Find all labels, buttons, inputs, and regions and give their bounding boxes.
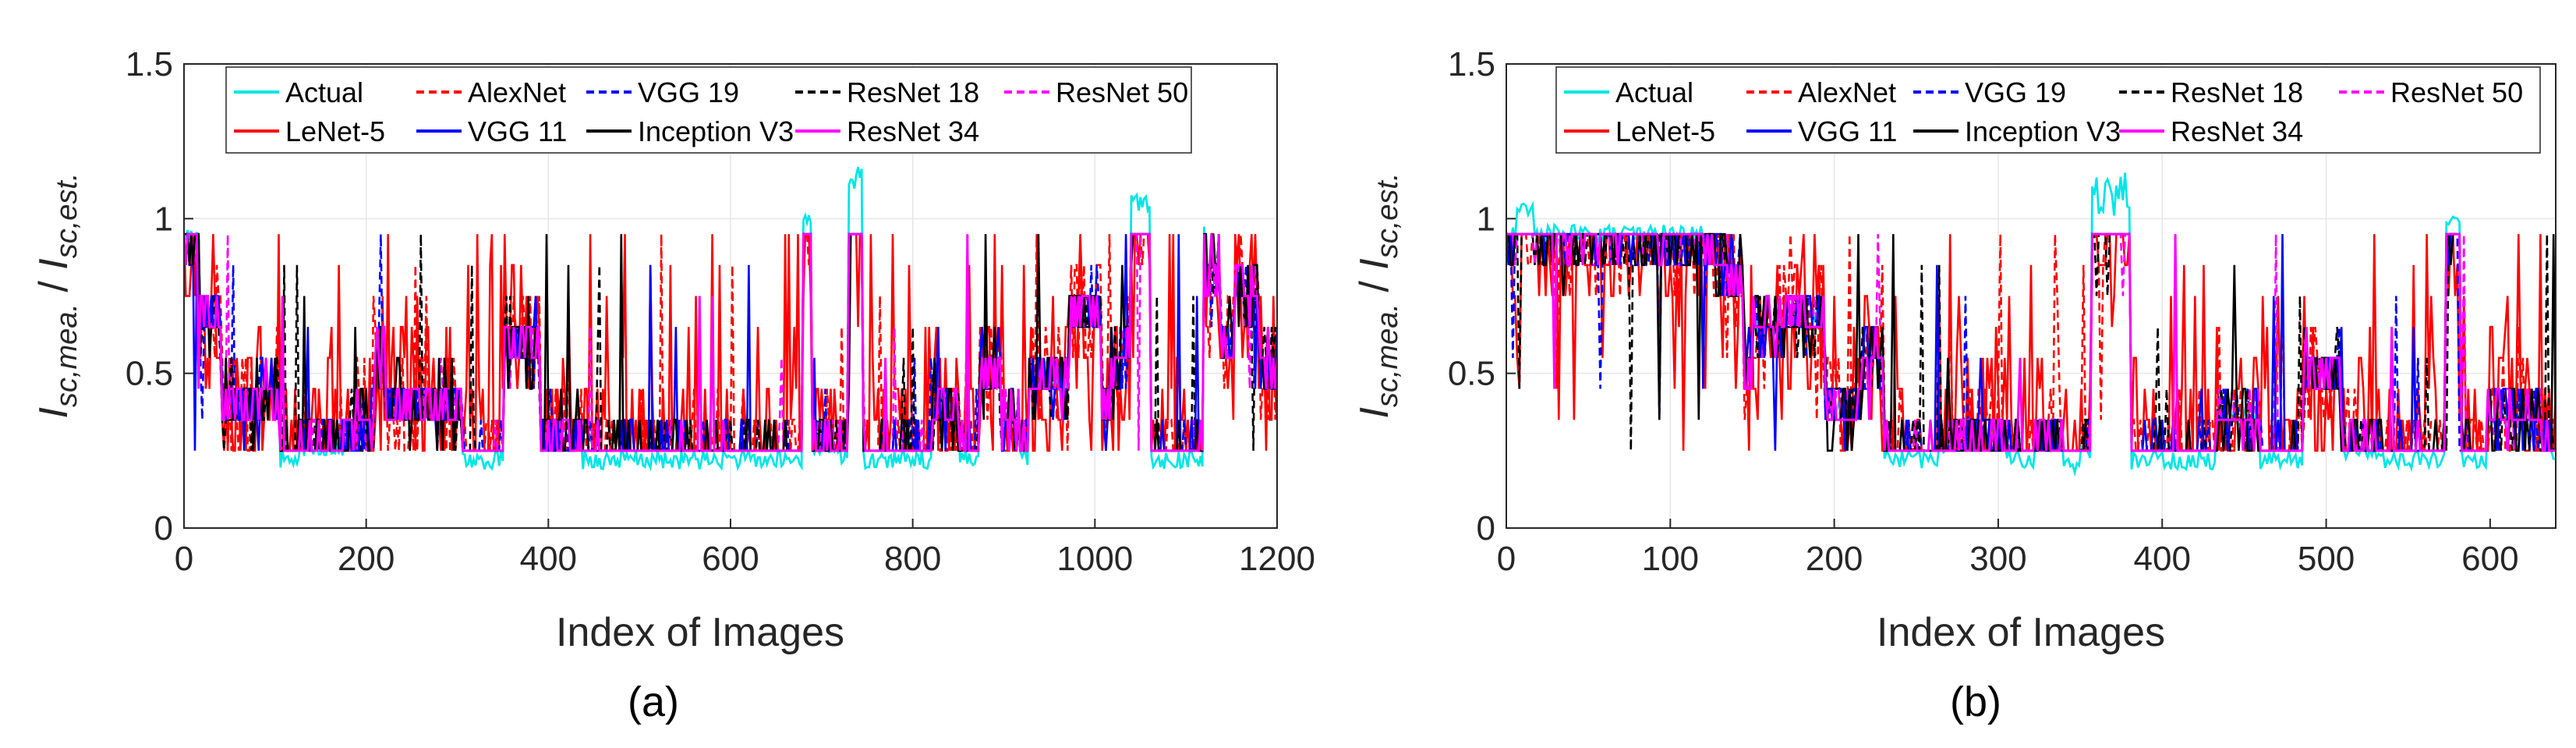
- y-tick-label: 1.5: [1448, 45, 1495, 83]
- y-label-sub2-a: sc,est.: [51, 172, 83, 258]
- chart-b: 0 100 200 300 400 500 600 0 0.5 1 1.5 Actual AlexNe…: [1352, 45, 2557, 725]
- x-tick-label: 0: [1497, 540, 1516, 578]
- x-axis-label-b: Index of Images: [1877, 610, 2165, 655]
- legend-label: Inception V3: [638, 115, 794, 147]
- legend-label: AlexNet: [468, 76, 566, 108]
- legend-label: LeNet-5: [1615, 115, 1715, 147]
- x-tick-label: 600: [2461, 540, 2518, 578]
- legend-label: Inception V3: [1965, 115, 2121, 147]
- series-line-resnet-34: [1506, 232, 2556, 452]
- legend-label: Actual: [285, 76, 363, 108]
- x-tick-label: 1200: [1239, 540, 1315, 578]
- y-tick-label: 0.5: [126, 355, 173, 393]
- y-tick-label: 0.5: [1448, 355, 1495, 393]
- legend-label: ResNet 18: [847, 76, 979, 108]
- y-label-main2-b: I: [1352, 258, 1397, 269]
- y-tick-label: 0: [1477, 509, 1495, 548]
- series-group-a: [184, 166, 1277, 472]
- y-label-main-a: I: [31, 407, 76, 418]
- caption-a: (a): [628, 679, 679, 725]
- legend-label: VGG 11: [1798, 115, 1897, 147]
- y-label-main2-a: I: [31, 258, 76, 269]
- y-label-main-b: I: [1352, 407, 1397, 418]
- x-tick-label: 400: [520, 540, 577, 578]
- x-axis-label-a: Index of Images: [556, 610, 844, 655]
- legend-label: ResNet 50: [2390, 76, 2523, 108]
- axes-box-b: [1506, 63, 2557, 529]
- y-axis-label-a: Isc,mea. / Isc,est.: [31, 172, 83, 418]
- legend-label: VGG 19: [638, 76, 739, 108]
- ticks-a: 0 200 400 600 800 1000 1200 0 0.5 1 1.5: [126, 45, 1315, 578]
- y-label-sub2-b: sc,est.: [1371, 172, 1404, 258]
- x-tick-label: 1000: [1056, 540, 1133, 578]
- legend-label: VGG 11: [468, 115, 567, 147]
- x-tick-label: 600: [702, 540, 759, 578]
- y-tick-label: 1: [1477, 200, 1495, 238]
- legend-label: Actual: [1615, 76, 1693, 108]
- y-tick-label: 1: [154, 200, 173, 238]
- legend-label: ResNet 34: [847, 115, 979, 147]
- x-tick-label: 200: [1806, 540, 1863, 578]
- chart-a: 0 200 400 600 800 1000 1200 0 0.5 1 1.5 Actual Alex…: [31, 45, 1315, 725]
- x-tick-label: 500: [2298, 540, 2355, 578]
- x-tick-label: 300: [1969, 540, 2026, 578]
- legend-label: LeNet-5: [285, 115, 385, 147]
- y-label-sep-a: /: [31, 270, 76, 303]
- y-label-sub1-b: sc,mea.: [1371, 303, 1404, 407]
- y-label-sep-b: /: [1352, 270, 1397, 303]
- legend-label: ResNet 18: [2171, 76, 2303, 108]
- x-tick-label: 800: [884, 540, 941, 578]
- x-tick-label: 0: [175, 540, 193, 578]
- x-tick-label: 200: [338, 540, 395, 578]
- legend-label: VGG 19: [1965, 76, 2066, 108]
- y-axis-label-b: Isc,mea. / Isc,est.: [1352, 172, 1404, 418]
- x-tick-label: 100: [1642, 540, 1699, 578]
- legend-a: Actual AlexNet VGG 19 ResNet 18 ResNet 50 LeN…: [225, 66, 1192, 154]
- y-label-sub1-a: sc,mea.: [51, 303, 83, 407]
- y-tick-label: 1.5: [126, 45, 173, 83]
- x-tick-label: 400: [2134, 540, 2191, 578]
- y-tick-label: 0: [154, 509, 173, 548]
- legend-label: ResNet 50: [1056, 76, 1188, 108]
- caption-b: (b): [1950, 679, 2001, 725]
- legend-box-b: [1555, 66, 2541, 154]
- series-line-actual: [1506, 172, 2556, 477]
- series-line-resnet-34: [184, 232, 1277, 452]
- series-group-b: [1506, 172, 2556, 477]
- legend-b: Actual AlexNet VGG 19 ResNet 18 ResNet 50 LeN…: [1555, 66, 2541, 154]
- legend-label: ResNet 34: [2171, 115, 2303, 147]
- legend-box-a: [225, 66, 1192, 154]
- ticks-b: 0 100 200 300 400 500 600 0 0.5 1 1.5: [1448, 45, 2519, 578]
- legend-label: AlexNet: [1798, 76, 1896, 108]
